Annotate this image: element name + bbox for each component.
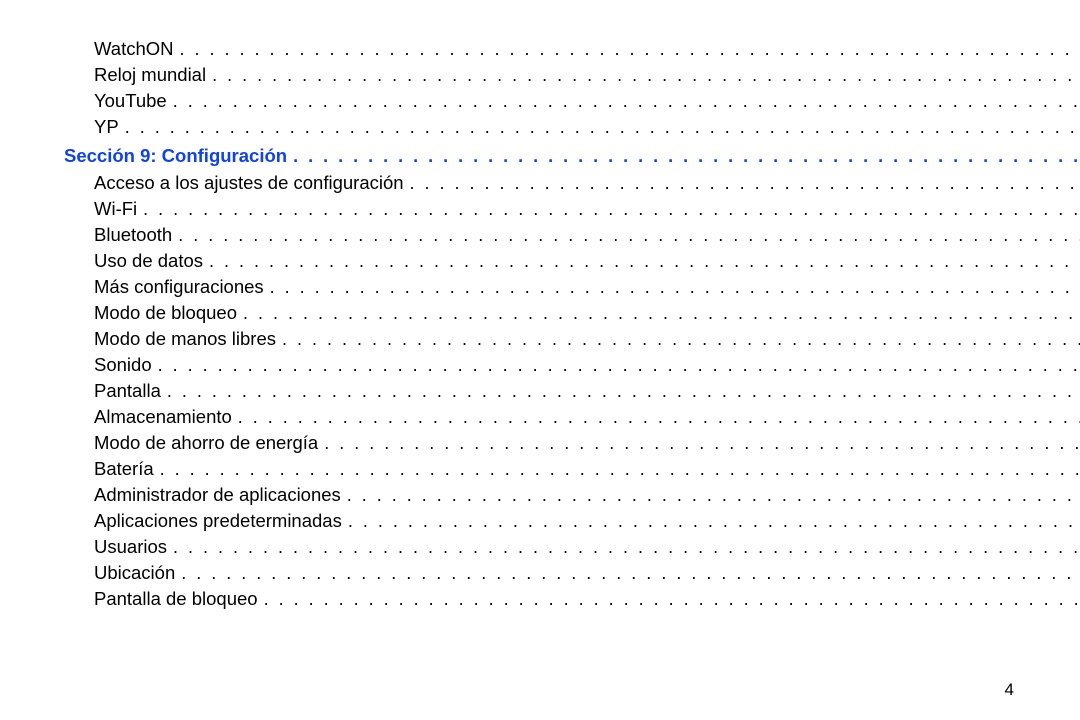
- toc-leader-dots: . . . . . . . . . . . . . . . . . . . . …: [125, 114, 1080, 140]
- toc-label: Pantalla de bloqueo: [94, 586, 258, 612]
- toc-leader-dots: . . . . . . . . . . . . . . . . . . . . …: [264, 586, 1080, 612]
- toc-leader-dots: . . . . . . . . . . . . . . . . . . . . …: [212, 62, 1080, 88]
- toc-entry: Modo de ahorro de energía . . . . . . . …: [64, 430, 1080, 456]
- toc-label: Batería: [94, 456, 154, 482]
- toc-leader-dots: . . . . . . . . . . . . . . . . . . . . …: [270, 274, 1080, 300]
- toc-leader-dots: . . . . . . . . . . . . . . . . . . . . …: [158, 352, 1080, 378]
- toc-label: Wi-Fi: [94, 196, 137, 222]
- toc-label: Sección 9: Configuración: [64, 143, 287, 169]
- toc-leader-dots: . . . . . . . . . . . . . . . . . . . . …: [178, 222, 1080, 248]
- toc-entry: Modo de manos libres . . . . . . . . . .…: [64, 326, 1080, 352]
- toc-entry: Aplicaciones predeterminadas . . . . . .…: [64, 508, 1080, 534]
- toc-label: YouTube: [94, 88, 167, 114]
- toc-entry: WatchON . . . . . . . . . . . . . . . . …: [64, 36, 1080, 62]
- toc-entry: Bluetooth . . . . . . . . . . . . . . . …: [64, 222, 1080, 248]
- toc-entry: Batería . . . . . . . . . . . . . . . . …: [64, 456, 1080, 482]
- toc-entry: Uso de datos . . . . . . . . . . . . . .…: [64, 248, 1080, 274]
- toc-label: WatchON: [94, 36, 174, 62]
- toc-columns: WatchON . . . . . . . . . . . . . . . . …: [64, 36, 1016, 674]
- page-number: 4: [64, 674, 1016, 700]
- toc-leader-dots: . . . . . . . . . . . . . . . . . . . . …: [160, 456, 1080, 482]
- toc-leader-dots: . . . . . . . . . . . . . . . . . . . . …: [173, 88, 1080, 114]
- toc-leader-dots: . . . . . . . . . . . . . . . . . . . . …: [243, 300, 1080, 326]
- toc-entry: Administrador de aplicaciones . . . . . …: [64, 482, 1080, 508]
- toc-label: Uso de datos: [94, 248, 203, 274]
- toc-label: Almacenamiento: [94, 404, 232, 430]
- toc-page: WatchON . . . . . . . . . . . . . . . . …: [0, 0, 1080, 720]
- toc-leader-dots: . . . . . . . . . . . . . . . . . . . . …: [293, 143, 1080, 169]
- toc-entry: Reloj mundial . . . . . . . . . . . . . …: [64, 62, 1080, 88]
- toc-entry: Pantalla . . . . . . . . . . . . . . . .…: [64, 378, 1080, 404]
- toc-entry: Pantalla de bloqueo . . . . . . . . . . …: [64, 586, 1080, 612]
- toc-leader-dots: . . . . . . . . . . . . . . . . . . . . …: [347, 482, 1080, 508]
- toc-label: Más configuraciones: [94, 274, 264, 300]
- toc-column-left: WatchON . . . . . . . . . . . . . . . . …: [64, 36, 1080, 674]
- toc-section-heading: Sección 9: Configuración . . . . . . . .…: [64, 143, 1080, 169]
- toc-label: Ubicación: [94, 560, 175, 586]
- toc-leader-dots: . . . . . . . . . . . . . . . . . . . . …: [167, 378, 1080, 404]
- toc-leader-dots: . . . . . . . . . . . . . . . . . . . . …: [348, 508, 1080, 534]
- toc-leader-dots: . . . . . . . . . . . . . . . . . . . . …: [238, 404, 1080, 430]
- toc-label: Modo de manos libres: [94, 326, 276, 352]
- toc-label: Reloj mundial: [94, 62, 206, 88]
- toc-leader-dots: . . . . . . . . . . . . . . . . . . . . …: [181, 560, 1080, 586]
- toc-label: Sonido: [94, 352, 152, 378]
- toc-label: Usuarios: [94, 534, 167, 560]
- toc-label: Modo de ahorro de energía: [94, 430, 318, 456]
- toc-leader-dots: . . . . . . . . . . . . . . . . . . . . …: [143, 196, 1080, 222]
- toc-entry: Wi-Fi . . . . . . . . . . . . . . . . . …: [64, 196, 1080, 222]
- toc-entry: Modo de bloqueo . . . . . . . . . . . . …: [64, 300, 1080, 326]
- toc-entry: Usuarios . . . . . . . . . . . . . . . .…: [64, 534, 1080, 560]
- toc-entry: YouTube . . . . . . . . . . . . . . . . …: [64, 88, 1080, 114]
- toc-entry: Ubicación . . . . . . . . . . . . . . . …: [64, 560, 1080, 586]
- toc-label: Bluetooth: [94, 222, 172, 248]
- toc-label: Administrador de aplicaciones: [94, 482, 341, 508]
- toc-leader-dots: . . . . . . . . . . . . . . . . . . . . …: [324, 430, 1080, 456]
- toc-label: Pantalla: [94, 378, 161, 404]
- toc-leader-dots: . . . . . . . . . . . . . . . . . . . . …: [209, 248, 1080, 274]
- toc-entry: Acceso a los ajustes de configuración . …: [64, 170, 1080, 196]
- toc-entry: Sonido . . . . . . . . . . . . . . . . .…: [64, 352, 1080, 378]
- toc-leader-dots: . . . . . . . . . . . . . . . . . . . . …: [410, 170, 1080, 196]
- toc-label: Aplicaciones predeterminadas: [94, 508, 342, 534]
- toc-entry: YP . . . . . . . . . . . . . . . . . . .…: [64, 114, 1080, 140]
- toc-leader-dots: . . . . . . . . . . . . . . . . . . . . …: [180, 36, 1080, 62]
- toc-label: Modo de bloqueo: [94, 300, 237, 326]
- toc-label: YP: [94, 114, 119, 140]
- toc-leader-dots: . . . . . . . . . . . . . . . . . . . . …: [173, 534, 1080, 560]
- toc-entry: Almacenamiento . . . . . . . . . . . . .…: [64, 404, 1080, 430]
- toc-leader-dots: . . . . . . . . . . . . . . . . . . . . …: [282, 326, 1080, 352]
- toc-entry: Más configuraciones . . . . . . . . . . …: [64, 274, 1080, 300]
- toc-label: Acceso a los ajustes de configuración: [94, 170, 404, 196]
